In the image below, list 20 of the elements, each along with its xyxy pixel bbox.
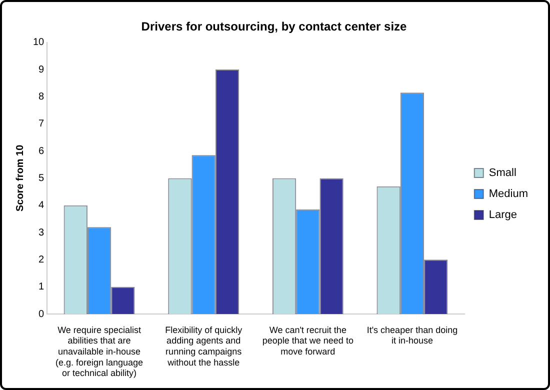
y-tick-label: 10 [33,37,45,48]
legend-label: Medium [488,188,528,200]
y-tick-label: 4 [38,200,45,212]
x-tick-label: Flexibility of quickly adding agents and running campaigns without the hassle [165,324,243,368]
legend-label: Large [488,209,518,222]
y-tick-label: 1 [38,282,45,293]
y-tick-label: 8 [38,91,45,102]
y-tick-label: 9 [38,64,45,76]
y-tick-label: 0 [38,308,45,320]
legend-label: Small [488,167,516,180]
y-tick-label: 2 [38,254,45,266]
y-tick-label: 5 [38,172,45,184]
x-tick-label: We require specialist abilities that are unavailable in-house (e.g. foreign language or technical ability) [55,324,144,378]
x-tick-label: We can't recruit the people that we need to move forward [262,324,354,356]
y-tick-label: 6 [38,146,45,157]
y-tick-label: 3 [38,227,45,238]
y-axis-title: Score from 10 [14,144,26,212]
x-tick-label: It's cheaper than doing it in-house [366,324,458,346]
y-tick-label: 7 [38,118,45,130]
chart-title: Drivers for outsourcing, by contact center size [141,20,408,34]
